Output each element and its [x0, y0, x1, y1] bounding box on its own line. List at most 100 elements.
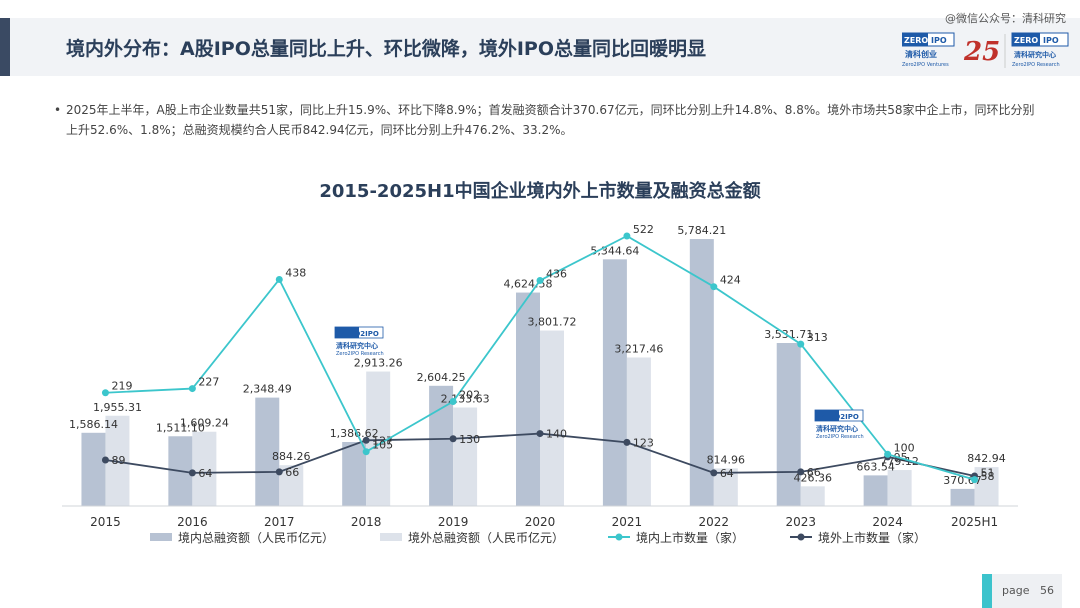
bar-overseas-2021	[626, 357, 651, 506]
point-label-overseas-count-2017: 66	[285, 466, 299, 479]
bar-label-domestic-2017: 2,348.49	[243, 383, 292, 396]
chart-logo-en-2: Zero2IPO Research	[816, 434, 864, 440]
ventures-cn: 清科创业	[905, 49, 937, 59]
bar-label-overseas-2017: 884.26	[272, 450, 311, 463]
bar-domestic-2018	[342, 442, 367, 506]
page-number-text: 56	[1039, 584, 1054, 597]
bullet-marker: •	[54, 103, 62, 117]
bar-label-overseas-2016: 1,609.24	[180, 417, 229, 430]
legend-label-0: 境内总融资额（人民币亿元）	[178, 530, 334, 545]
x-tick-2015: 2015	[90, 515, 121, 529]
legend-marker-2	[615, 533, 623, 541]
point-domestic-count-2015	[101, 389, 109, 397]
point-label-overseas-count-2020: 140	[546, 428, 567, 441]
point-label-overseas-count-2023: 66	[807, 466, 821, 479]
bar-domestic-2024	[863, 475, 888, 506]
point-overseas-count-2022	[710, 469, 718, 477]
header-accent-bar	[0, 18, 10, 76]
bar-domestic-2025H1	[950, 488, 975, 506]
bar-domestic-2020	[516, 292, 540, 506]
svg-text:ZERO: ZERO	[904, 36, 928, 45]
point-label-overseas-count-2019: 130	[459, 433, 480, 446]
point-overseas-count-2020	[536, 430, 544, 438]
point-domestic-count-2020	[536, 276, 544, 284]
bar-overseas-2024	[887, 470, 912, 506]
bar-label-overseas-2023: 426.36	[793, 471, 832, 484]
svg-text:25: 25	[963, 37, 1000, 67]
zero2ipo-ventures-logo: ZERO IPO 清科创业 Zero2IPO Ventures	[902, 32, 955, 68]
chart: 2015-2025H1中国企业境内外上市数量及融资总金额 1,586.14 1,95…	[62, 180, 1018, 545]
point-label-domestic-count-2023: 313	[807, 331, 828, 344]
point-label-domestic-count-2024: 100	[894, 441, 915, 454]
point-label-domestic-count-2021: 522	[633, 223, 654, 236]
bar-label-domestic-2018: 1,386.62	[330, 427, 379, 440]
bar-label-overseas-2021: 3,217.46	[614, 343, 663, 356]
point-label-overseas-count-2016: 64	[198, 467, 212, 480]
point-label-domestic-count-2020: 436	[546, 267, 567, 280]
chart-logo-cn-2: 清科研究中心	[816, 424, 858, 433]
point-domestic-count-2016	[188, 385, 196, 393]
bar-label-domestic-2024: 663.54	[856, 460, 895, 473]
x-tick-2025H1: 2025H1	[951, 515, 998, 529]
svg-text:IPO: IPO	[1043, 36, 1059, 45]
legend-swatch-0	[150, 533, 172, 541]
chart-title: 2015-2025H1中国企业境内外上市数量及融资总金额	[319, 180, 760, 202]
chart-logo-fill-2	[815, 410, 839, 421]
point-label-domestic-count-2025H1: 51	[981, 467, 995, 480]
point-label-domestic-count-2019: 202	[459, 389, 480, 402]
x-tick-2020: 2020	[525, 515, 556, 529]
point-overseas-count-2016	[188, 469, 196, 477]
point-overseas-count-2021	[623, 438, 631, 446]
bar-overseas-2016	[192, 431, 217, 506]
chart-logo-brand-2: ZERO2IPO	[819, 413, 859, 421]
bar-label-overseas-2025H1: 842.94	[967, 452, 1006, 465]
bar-label-overseas-2020: 3,801.72	[528, 316, 577, 329]
point-label-overseas-count-2021: 123	[633, 436, 654, 449]
legend-label-2: 境内上市数量（家）	[636, 530, 744, 545]
point-domestic-count-2024	[884, 450, 892, 458]
logos: ZERO IPO 清科创业 Zero2IPO Ventures 25 ZERO …	[902, 32, 1069, 68]
bar-domestic-2015	[81, 432, 106, 506]
bar-label-overseas-2022: 814.96	[707, 453, 746, 466]
chart-logo-en-1: Zero2IPO Research	[336, 351, 384, 357]
zero2ipo-research-logo: ZERO IPO 清科研究中心 Zero2IPO Research	[1011, 32, 1069, 68]
legend-swatch-1	[380, 533, 402, 541]
page-label-text: page	[1002, 584, 1030, 597]
x-tick-2018: 2018	[351, 515, 382, 529]
point-overseas-count-2015	[101, 456, 109, 464]
bar-domestic-2017	[255, 397, 280, 506]
x-tick-2019: 2019	[438, 515, 469, 529]
point-label-domestic-count-2018: 105	[372, 439, 393, 452]
bar-domestic-2023	[776, 342, 801, 506]
bar-label-domestic-2019: 2,604.25	[417, 371, 466, 384]
bar-label-domestic-2022: 5,784.21	[677, 224, 726, 237]
page-indicator	[982, 574, 1062, 608]
x-tick-2016: 2016	[177, 515, 208, 529]
svg-text:IPO: IPO	[931, 36, 947, 45]
anniversary-25-logo: 25	[963, 37, 1000, 67]
summary-text: 2025年上半年，A股上市企业数量共51家，同比上升15.9%、环比下降8.9%…	[66, 103, 1035, 137]
point-label-overseas-count-2015: 89	[111, 454, 125, 467]
point-domestic-count-2022	[710, 283, 718, 291]
chart-logo-fill-1	[335, 327, 359, 338]
point-label-domestic-count-2017: 438	[285, 266, 306, 279]
point-label-overseas-count-2018: 127	[372, 434, 393, 447]
bar-label-domestic-2023: 3,531.71	[764, 328, 813, 341]
x-tick-2021: 2021	[612, 515, 643, 529]
legend-label-1: 境外总融资额（人民币亿元）	[408, 530, 564, 545]
watermark: @微信公众号：清科研究	[945, 12, 1066, 25]
page-accent	[982, 574, 992, 608]
bar-overseas-2022	[713, 468, 738, 506]
point-domestic-count-2025H1	[971, 476, 979, 484]
header-band	[0, 18, 1080, 76]
bar-overseas-2023	[800, 486, 825, 506]
bar-overseas-2018	[366, 371, 391, 506]
point-overseas-count-2019	[449, 435, 457, 443]
bar-domestic-2019	[429, 385, 454, 506]
point-domestic-count-2017	[275, 275, 283, 283]
point-domestic-count-2019	[449, 398, 457, 406]
bar-domestic-2021	[602, 259, 627, 506]
legend-label-3: 境外上市数量（家）	[818, 530, 926, 545]
bar-overseas-2025H1	[974, 467, 999, 506]
point-overseas-count-2018	[362, 436, 370, 444]
